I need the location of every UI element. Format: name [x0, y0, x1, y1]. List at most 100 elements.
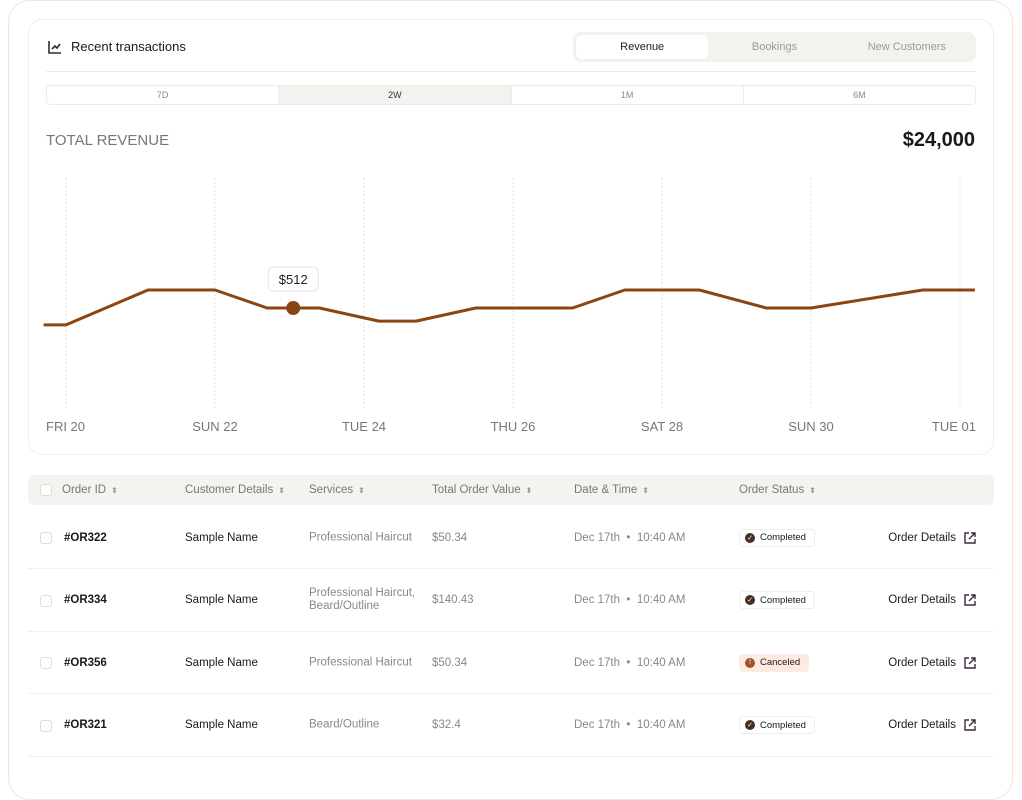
- order-details-label: Order Details: [888, 719, 956, 731]
- time: 10:40 AM: [636, 594, 686, 606]
- column-header[interactable]: Order Status ⬍: [739, 484, 816, 496]
- order-details-link[interactable]: Order Details: [888, 594, 976, 606]
- tooltip-box: [267, 266, 319, 292]
- select-all-checkbox[interactable]: [40, 484, 52, 496]
- status-badge: ! Canceled: [739, 653, 810, 672]
- metric-tabs: Revenue Bookings New Customers: [573, 32, 976, 62]
- date: Dec 17th: [574, 719, 621, 731]
- date: Dec 17th: [574, 594, 621, 606]
- tab-bookings[interactable]: Bookings: [751, 41, 798, 53]
- x-tick-label: THU 26: [491, 419, 536, 434]
- card-title-text: Recent transactions: [71, 39, 186, 54]
- status-text: Canceled: [760, 657, 801, 668]
- revenue-chart: FRI 20 SUN 22 TUE 24 THU 26 SAT 28 SUN 30 TUE …: [43, 178, 976, 434]
- sort-icon[interactable]: ⬍: [278, 485, 285, 495]
- time: 10:40 AM: [636, 656, 686, 669]
- sort-icon[interactable]: ⬍: [525, 485, 533, 495]
- customer-name: Sample Name: [185, 531, 258, 544]
- chart-card: [28, 19, 994, 455]
- date: Dec 17th: [574, 531, 621, 544]
- status-badge: ✓ Completed: [739, 716, 815, 734]
- order-details-label: Order Details: [888, 531, 956, 544]
- range-1m[interactable]: 1M: [512, 86, 744, 104]
- range-6m[interactable]: 6M: [853, 90, 866, 100]
- column-header[interactable]: Customer Details ⬍: [185, 484, 285, 496]
- row-checkbox[interactable]: [40, 657, 52, 669]
- column-label: Customer Details: [185, 484, 274, 496]
- order-details-link[interactable]: Order Details: [888, 532, 976, 544]
- tab-new-customers[interactable]: New Customers: [867, 41, 946, 53]
- table-row: #OR334 Sample Name Professional Haircut,…: [28, 570, 994, 632]
- total-revenue-label: TOTAL REVENUE: [46, 132, 170, 149]
- sort-icon[interactable]: ⬍: [809, 485, 816, 495]
- external-link-icon: [964, 594, 976, 606]
- date-time: Dec 17th • 10:40 AM: [574, 719, 686, 731]
- order-id: #OR356: [64, 656, 107, 669]
- chart-line-icon: [48, 40, 61, 54]
- x-tick-label: SUN 22: [192, 419, 238, 434]
- table-header: Order ID ⬍ Customer Details ⬍ Services ⬍ Total…: [28, 475, 994, 505]
- range-2w[interactable]: 2W: [279, 86, 512, 104]
- time: 10:40 AM: [636, 531, 686, 544]
- order-details-label: Order Details: [888, 656, 956, 669]
- order-details-link[interactable]: Order Details: [888, 657, 976, 669]
- x-tick-label: TUE 01: [932, 419, 976, 434]
- status-badge: ✓ Completed: [739, 591, 815, 609]
- date: Dec 17th: [574, 656, 621, 669]
- tab-revenue[interactable]: Revenue: [576, 35, 709, 59]
- row-checkbox[interactable]: [40, 532, 52, 544]
- order-id: #OR322: [64, 531, 107, 544]
- customer-name: Sample Name: [185, 594, 258, 606]
- table-row: #OR322 Sample Name Professional Haircut …: [28, 507, 994, 569]
- column-header[interactable]: Date & Time ⬍: [574, 484, 649, 496]
- x-tick-label: TUE 24: [342, 419, 386, 434]
- column-label: Services: [309, 484, 354, 496]
- external-link-icon: [964, 656, 976, 669]
- external-link-icon: [964, 719, 976, 731]
- alert-icon: !: [745, 657, 755, 668]
- column-label: Date & Time: [574, 484, 638, 496]
- order-details-link[interactable]: Order Details: [888, 719, 976, 731]
- range-7d[interactable]: 7D: [47, 86, 280, 104]
- status-text: Completed: [760, 594, 806, 606]
- sort-icon[interactable]: ⬍: [642, 485, 649, 495]
- column-header[interactable]: Services ⬍: [309, 484, 365, 496]
- date-time: Dec 17th • 10:40 AM: [574, 594, 686, 606]
- check-circle-icon: ✓: [745, 532, 755, 543]
- column-label: Total Order Value: [432, 484, 521, 496]
- highlight-point: [286, 301, 301, 315]
- column-header[interactable]: Order ID ⬍: [62, 484, 118, 496]
- order-id: #OR334: [64, 594, 107, 606]
- services: Professional Haircut, Beard/Outline: [309, 587, 416, 612]
- order-value: $32.4: [432, 719, 461, 731]
- sort-icon[interactable]: ⬍: [358, 485, 365, 495]
- row-checkbox[interactable]: [40, 594, 52, 607]
- row-checkbox[interactable]: [40, 719, 52, 732]
- order-value: $140.43: [432, 594, 474, 606]
- table-row: #OR356 Sample Name Professional Haircut …: [28, 632, 994, 694]
- column-header[interactable]: Total Order Value ⬍: [432, 484, 532, 496]
- check-circle-icon: ✓: [745, 595, 755, 605]
- status-text: Completed: [760, 532, 806, 543]
- card-title: Recent transactions: [48, 39, 186, 54]
- order-value: $50.34: [432, 656, 468, 669]
- total-revenue-value: $24,000: [902, 129, 975, 151]
- column-label: Order Status: [739, 484, 805, 496]
- order-id: #OR321: [64, 719, 107, 731]
- services: Professional Haircut: [309, 531, 412, 543]
- tooltip-value: $512: [279, 272, 308, 287]
- external-link-icon: [964, 531, 976, 544]
- sort-icon[interactable]: ⬍: [111, 485, 118, 495]
- status-badge: ✓ Completed: [739, 528, 815, 547]
- time: 10:40 AM: [636, 719, 686, 731]
- customer-name: Sample Name: [185, 656, 258, 669]
- status-text: Completed: [760, 719, 806, 731]
- date-time: Dec 17th • 10:40 AM: [574, 531, 686, 544]
- services: Beard/Outline: [309, 718, 380, 731]
- order-value: $50.34: [432, 531, 468, 544]
- services: Professional Haircut: [309, 656, 412, 668]
- x-tick-label: FRI 20: [46, 419, 85, 434]
- table-row: #OR321 Sample Name Beard/Outline $32.4 D…: [28, 695, 994, 757]
- order-details-label: Order Details: [888, 594, 956, 606]
- divider: [46, 71, 976, 72]
